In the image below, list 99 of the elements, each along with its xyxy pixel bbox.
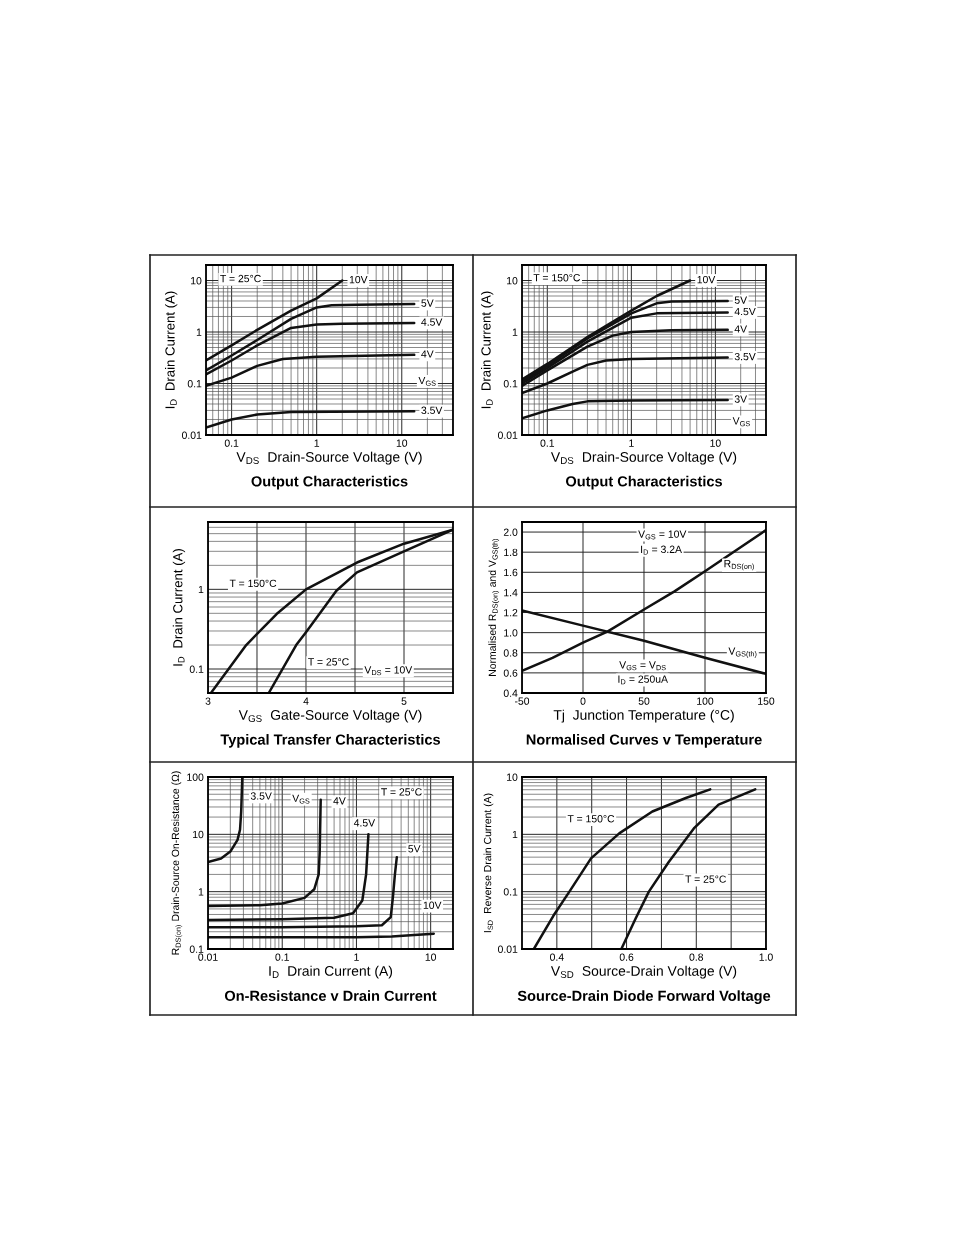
annotation: T = 150°C bbox=[229, 579, 277, 588]
x-tick-label: 4 bbox=[303, 697, 309, 705]
y-axis-title: Normalised R$_{DS(on)}$ and V$_{GS(th)}$ bbox=[488, 538, 500, 676]
y-axis-title: I$_{SD}$ Reverse Drain Current (A) bbox=[483, 793, 494, 933]
annotation: V$_{GS}$ = V$_{DS}$ bbox=[619, 661, 666, 671]
x-tick-label: 0.1 bbox=[224, 439, 239, 447]
x-tick-label: 1 bbox=[354, 953, 359, 961]
x-tick-label: 0.6 bbox=[619, 953, 634, 961]
x-tick-label: 3 bbox=[205, 697, 211, 705]
x-tick-label: 50 bbox=[638, 697, 650, 705]
x-tick-label: 1 bbox=[629, 439, 634, 447]
y-tick-label: 10 bbox=[507, 277, 518, 285]
x-tick-label: 5 bbox=[401, 697, 407, 705]
y-tick-label: 0.1 bbox=[503, 380, 518, 388]
annotation: 4V bbox=[333, 797, 346, 805]
y-tick-label: 10 bbox=[191, 277, 202, 285]
y-tick-label: 10 bbox=[193, 830, 204, 839]
y-tick-label: 0.1 bbox=[189, 665, 204, 673]
annotation: T = 25°C bbox=[220, 274, 261, 283]
annotation: I$_{D}$ = 3.2A bbox=[641, 545, 682, 555]
x-tick-label: 10 bbox=[425, 953, 437, 961]
annotation: T = 150°C bbox=[567, 815, 615, 823]
series-label: 10V bbox=[349, 275, 368, 284]
x-tick-label: 0.1 bbox=[275, 953, 289, 961]
text: Normalised Curves v Temperature bbox=[526, 734, 762, 748]
annotation: 3.5V bbox=[250, 792, 272, 800]
x-axis-title: I$_{D}$ Drain Current (A) bbox=[269, 965, 393, 979]
y-axis-title: I$_{D}$ Drain Current (A) bbox=[480, 291, 494, 409]
y-axis-title: R$_{DS(on)}$ Drain-Source On-Resistance (Ω) bbox=[171, 771, 183, 955]
y-tick-label: 0.1 bbox=[189, 945, 204, 953]
y-tick-label: 1.0 bbox=[504, 629, 518, 637]
series-label: 4V bbox=[421, 350, 434, 358]
y-tick-label: 1 bbox=[512, 328, 518, 336]
annotation: V$_{DS}$ = 10V bbox=[364, 666, 413, 676]
x-tick-label: 0.4 bbox=[550, 953, 564, 961]
text: Typical Transfer Characteristics bbox=[220, 734, 441, 748]
x-axis-title: V$_{GS}$ Gate-Source Voltage (V) bbox=[238, 709, 422, 723]
series-label: 5V bbox=[421, 299, 434, 307]
y-axis-title: I$_{D}$ Drain Current (A) bbox=[172, 549, 186, 666]
y-tick-label: 1 bbox=[196, 328, 202, 336]
x-tick-label: 0.8 bbox=[689, 953, 704, 961]
y-tick-label: 0.01 bbox=[181, 431, 202, 439]
y-tick-label: 0.1 bbox=[187, 380, 202, 388]
y-tick-label: 1 bbox=[198, 888, 204, 896]
series-label: 10V bbox=[697, 275, 716, 284]
y-tick-label: 1.6 bbox=[504, 568, 518, 577]
x-tick-label: 1.0 bbox=[759, 953, 773, 961]
y-tick-label: 0.8 bbox=[503, 649, 518, 657]
annotation: R$_{DS(on)}$ bbox=[724, 560, 754, 571]
x-tick-label: 10 bbox=[710, 439, 721, 447]
series-label: 5V bbox=[734, 296, 748, 304]
annotation: T = 25°C bbox=[381, 788, 422, 796]
x-tick-label: 10 bbox=[396, 439, 408, 447]
text: Source-Drain Diode Forward Voltage bbox=[517, 990, 771, 1004]
y-tick-label: 1.8 bbox=[504, 548, 518, 557]
text: Output Characteristics bbox=[251, 475, 408, 490]
x-axis-title: V$_{SD}$ Source-Drain Voltage (V) bbox=[550, 965, 737, 979]
annotation: 10V bbox=[423, 901, 442, 909]
y-tick-label: 100 bbox=[187, 773, 204, 781]
series-label: 3.5V bbox=[421, 406, 443, 414]
text: On-Resistance v Drain Current bbox=[224, 990, 437, 1001]
series-label: 4.5V bbox=[734, 307, 756, 316]
y-tick-label: 0.01 bbox=[497, 945, 518, 953]
y-axis-title: I$_{D}$ Drain Current (A) bbox=[164, 291, 178, 409]
x-tick-label: 1 bbox=[314, 439, 320, 447]
series-label: 4.5V bbox=[421, 318, 443, 326]
y-tick-label: 1.2 bbox=[504, 609, 518, 617]
annotation: T = 150°C bbox=[533, 274, 581, 282]
annotation: V$_{GS}$ bbox=[418, 376, 436, 386]
y-tick-label: 0.4 bbox=[503, 689, 518, 697]
y-tick-label: 2.0 bbox=[503, 528, 518, 536]
annotation: T = 25°C bbox=[308, 658, 349, 666]
series-label: 4V bbox=[734, 325, 748, 333]
annotation: V$_{GS}$ = 10V bbox=[638, 530, 687, 540]
annotation: V$_{GS(th)}$ bbox=[728, 647, 757, 658]
y-tick-label: 10 bbox=[507, 773, 518, 781]
annotation: I$_{D}$ = 250uA bbox=[618, 675, 668, 685]
annotation: V$_{GS}$ bbox=[292, 794, 310, 804]
annotation: V$_{GS}$ bbox=[732, 417, 750, 427]
annotation: T = 25°C bbox=[685, 875, 726, 883]
x-tick-label: 150 bbox=[758, 697, 775, 705]
x-tick-label: 0.1 bbox=[540, 439, 555, 447]
y-tick-label: 1.4 bbox=[504, 589, 518, 597]
x-axis-title: Tj Junction Temperature (°C) bbox=[553, 709, 734, 723]
y-tick-label: 1 bbox=[512, 830, 518, 839]
y-tick-label: 0.6 bbox=[503, 669, 518, 677]
y-tick-label: 0.01 bbox=[497, 431, 518, 439]
series-label: 3.5V bbox=[734, 352, 756, 361]
series-label: 3V bbox=[734, 395, 748, 403]
y-tick-label: 1 bbox=[198, 585, 204, 594]
y-tick-label: 0.1 bbox=[503, 888, 518, 896]
annotation: 4.5V bbox=[353, 819, 376, 827]
x-axis-title: V$_{DS}$ Drain-Source Voltage (V) bbox=[236, 451, 422, 465]
x-axis-title: V$_{DS}$ Drain-Source Voltage (V) bbox=[550, 451, 737, 465]
x-tick-label: -50 bbox=[514, 697, 530, 705]
x-tick-label: 100 bbox=[697, 697, 714, 705]
text: Output Characteristics bbox=[566, 475, 723, 490]
annotation: 5V bbox=[408, 845, 421, 853]
x-tick-label: 0 bbox=[580, 697, 586, 705]
